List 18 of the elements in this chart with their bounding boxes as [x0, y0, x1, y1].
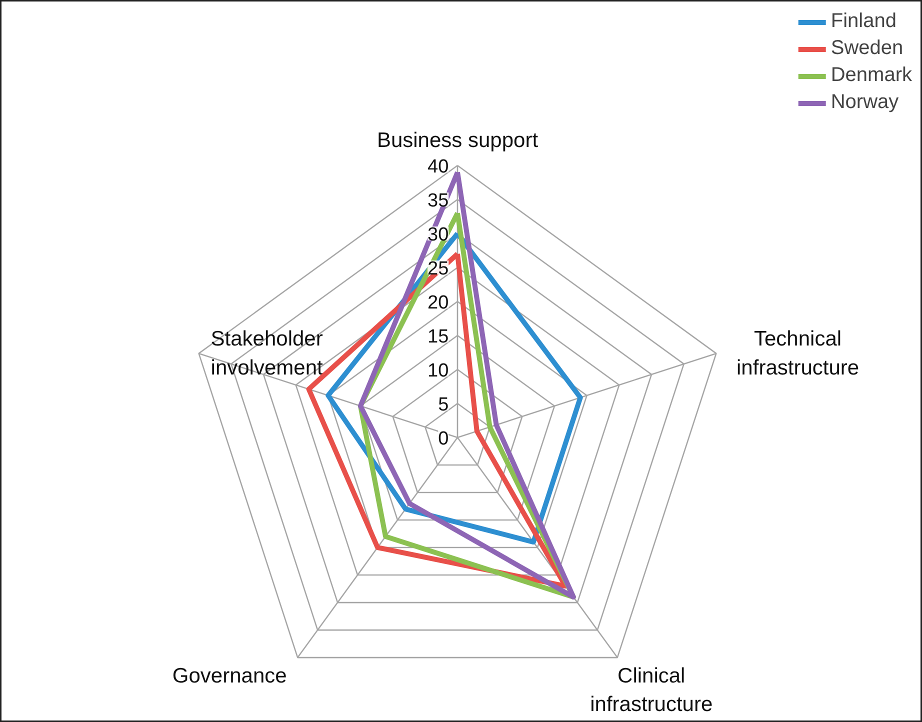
legend-label: Denmark — [830, 64, 912, 87]
y-tick-label: 15 — [428, 326, 449, 348]
legend-label: Finland — [830, 10, 896, 33]
spoke-label: Governance — [172, 664, 287, 688]
y-tick-label: 30 — [428, 224, 449, 246]
legend-label: Sweden — [830, 37, 904, 60]
y-tick-label: 35 — [428, 190, 449, 212]
y-tick-label: 5 — [438, 394, 449, 416]
y-tick-label: 20 — [428, 292, 449, 314]
y-tick-label: 40 — [428, 156, 449, 178]
y-tick-label: 25 — [428, 258, 449, 280]
spoke-label: Technical infrastructure — [736, 328, 860, 380]
spoke-label: Stakeholder involvement — [210, 328, 324, 380]
y-tick-label: 10 — [428, 360, 449, 382]
spoke-label: Clinical infrastructure — [590, 664, 713, 716]
y-tick-label: 0 — [438, 428, 449, 450]
spoke-label: Business support — [376, 128, 538, 152]
legend-label: Norway — [830, 91, 899, 114]
